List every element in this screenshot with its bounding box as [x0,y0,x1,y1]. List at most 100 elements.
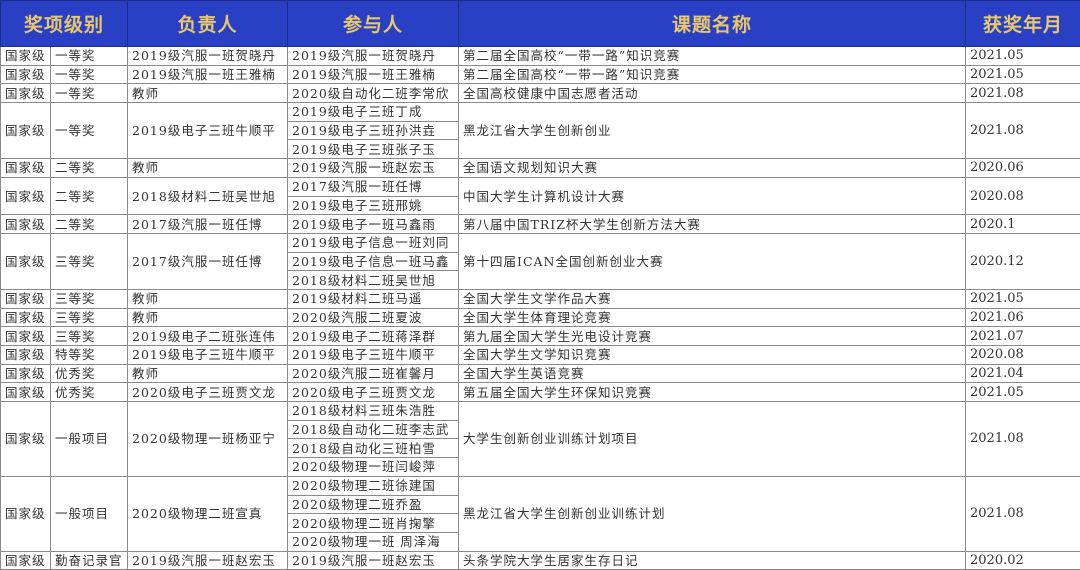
level-cell[interactable]: 国家级 [1,346,51,365]
participant-cell[interactable]: 2019级汽服一班赵宏玉 [288,159,459,178]
participant-cell[interactable]: 2020级物理一班闫峻萍 [288,458,459,477]
award-cell[interactable]: 三等奖 [51,289,128,308]
award-cell[interactable]: 一般项目 [51,402,128,477]
date-cell[interactable]: 2021.05 [966,47,1080,66]
date-cell[interactable]: 2020.1 [966,215,1080,234]
award-cell[interactable]: 优秀奖 [51,364,128,383]
leader-cell[interactable]: 教师 [128,84,288,103]
date-cell[interactable]: 2020.08 [966,177,1080,214]
date-cell[interactable]: 2021.05 [966,289,1080,308]
date-cell[interactable]: 2020.12 [966,233,1080,289]
date-cell[interactable]: 2020.08 [966,346,1080,365]
participant-cell[interactable]: 2019级材料二班马遥 [288,289,459,308]
level-cell[interactable]: 国家级 [1,47,51,66]
date-cell[interactable]: 2021.08 [966,402,1080,477]
leader-cell[interactable]: 2020级电子三班贾文龙 [128,383,288,402]
leader-cell[interactable]: 2017级汽服一班任博 [128,215,288,234]
level-cell[interactable]: 国家级 [1,84,51,103]
participant-cell[interactable]: 2019级电子三班丁成 [288,103,459,122]
title-cell[interactable]: 大学生创新创业训练计划项目 [459,402,966,477]
title-cell[interactable]: 第八届中国TRIZ杯大学生创新方法大赛 [459,215,966,234]
award-cell[interactable]: 一般项目 [51,476,128,551]
leader-cell[interactable]: 2019级汽服一班王雅楠 [128,65,288,84]
title-cell[interactable]: 全国大学生英语竞赛 [459,364,966,383]
level-cell[interactable]: 国家级 [1,364,51,383]
award-cell[interactable]: 一等奖 [51,84,128,103]
title-cell[interactable]: 第九届全国大学生光电设计竞赛 [459,327,966,346]
participant-cell[interactable]: 2019级电子信息一班刘同 [288,233,459,252]
award-cell[interactable]: 二等奖 [51,177,128,214]
leader-cell[interactable]: 2019级汽服一班贺晓丹 [128,47,288,66]
leader-cell[interactable]: 教师 [128,364,288,383]
leader-cell[interactable]: 教师 [128,308,288,327]
date-cell[interactable]: 2020.02 [966,551,1080,570]
title-cell[interactable]: 中国大学生计算机设计大赛 [459,177,966,214]
participant-cell[interactable]: 2018级自动化三班柏雪 [288,439,459,458]
leader-cell[interactable]: 2019级电子二班张连伟 [128,327,288,346]
participant-cell[interactable]: 2018级材料二班吴世旭 [288,271,459,290]
participant-cell[interactable]: 2019级汽服一班赵宏玉 [288,551,459,570]
date-cell[interactable]: 2021.08 [966,103,1080,159]
participant-cell[interactable]: 2020级汽服二班崔馨月 [288,364,459,383]
title-cell[interactable]: 全国高校健康中国志愿者活动 [459,84,966,103]
award-cell[interactable]: 二等奖 [51,215,128,234]
title-cell[interactable]: 全国语文规划知识大赛 [459,159,966,178]
participant-cell[interactable]: 2020级自动化二班李常欣 [288,84,459,103]
award-cell[interactable]: 特等奖 [51,346,128,365]
title-cell[interactable]: 第五届全国大学生环保知识竞赛 [459,383,966,402]
participant-cell[interactable]: 2020级物理二班徐建国 [288,476,459,495]
participant-cell[interactable]: 2020级汽服二班夏波 [288,308,459,327]
date-cell[interactable]: 2021.05 [966,383,1080,402]
award-cell[interactable]: 优秀奖 [51,383,128,402]
participant-cell[interactable]: 2019级电子三班邢姚 [288,196,459,215]
level-cell[interactable]: 国家级 [1,476,51,551]
date-cell[interactable]: 2021.08 [966,476,1080,551]
leader-cell[interactable]: 2019级电子三班牛顺平 [128,346,288,365]
title-cell[interactable]: 第十四届ICAN全国创新创业大赛 [459,233,966,289]
title-cell[interactable]: 第二届全国高校“一带一路”知识竞赛 [459,65,966,84]
award-cell[interactable]: 一等奖 [51,65,128,84]
date-cell[interactable]: 2021.06 [966,308,1080,327]
leader-cell[interactable]: 2017级汽服一班任博 [128,233,288,289]
leader-cell[interactable]: 教师 [128,289,288,308]
level-cell[interactable]: 国家级 [1,65,51,84]
level-cell[interactable]: 国家级 [1,103,51,159]
participant-cell[interactable]: 2019级电子三班牛顺平 [288,346,459,365]
date-cell[interactable]: 2021.07 [966,327,1080,346]
level-cell[interactable]: 国家级 [1,402,51,477]
leader-cell[interactable]: 2019级汽服一班赵宏玉 [128,551,288,570]
date-cell[interactable]: 2021.04 [966,364,1080,383]
title-cell[interactable]: 全国大学生文学知识竞赛 [459,346,966,365]
level-cell[interactable]: 国家级 [1,215,51,234]
participant-cell[interactable]: 2018级材料三班朱浩胜 [288,402,459,421]
date-cell[interactable]: 2021.05 [966,65,1080,84]
award-cell[interactable]: 一等奖 [51,47,128,66]
level-cell[interactable]: 国家级 [1,177,51,214]
level-cell[interactable]: 国家级 [1,289,51,308]
level-cell[interactable]: 国家级 [1,233,51,289]
title-cell[interactable]: 黑龙江省大学生创新创业 [459,103,966,159]
title-cell[interactable]: 头条学院大学生居家生存日记 [459,551,966,570]
participant-cell[interactable]: 2019级电子三班张子玉 [288,140,459,159]
participant-cell[interactable]: 2020级物理二班乔盈 [288,495,459,514]
leader-cell[interactable]: 2018级材料二班吴世旭 [128,177,288,214]
participant-cell[interactable]: 2019级汽服一班王雅楠 [288,65,459,84]
level-cell[interactable]: 国家级 [1,551,51,570]
award-cell[interactable]: 三等奖 [51,233,128,289]
award-cell[interactable]: 三等奖 [51,308,128,327]
level-cell[interactable]: 国家级 [1,159,51,178]
participant-cell[interactable]: 2020级物理一班 周泽海 [288,532,459,551]
date-cell[interactable]: 2021.08 [966,84,1080,103]
title-cell[interactable]: 第二届全国高校“一带一路”知识竞赛 [459,47,966,66]
participant-cell[interactable]: 2018级自动化二班李志武 [288,420,459,439]
participant-cell[interactable]: 2019级汽服一班贺晓丹 [288,47,459,66]
participant-cell[interactable]: 2019级电子三班孙洪垚 [288,121,459,140]
award-cell[interactable]: 一等奖 [51,103,128,159]
title-cell[interactable]: 全国大学生体育理论竞赛 [459,308,966,327]
leader-cell[interactable]: 2020级物理二班宣真 [128,476,288,551]
level-cell[interactable]: 国家级 [1,383,51,402]
participant-cell[interactable]: 2020级电子三班贾文龙 [288,383,459,402]
participant-cell[interactable]: 2019级电子二班蒋泽群 [288,327,459,346]
leader-cell[interactable]: 教师 [128,159,288,178]
award-cell[interactable]: 二等奖 [51,159,128,178]
